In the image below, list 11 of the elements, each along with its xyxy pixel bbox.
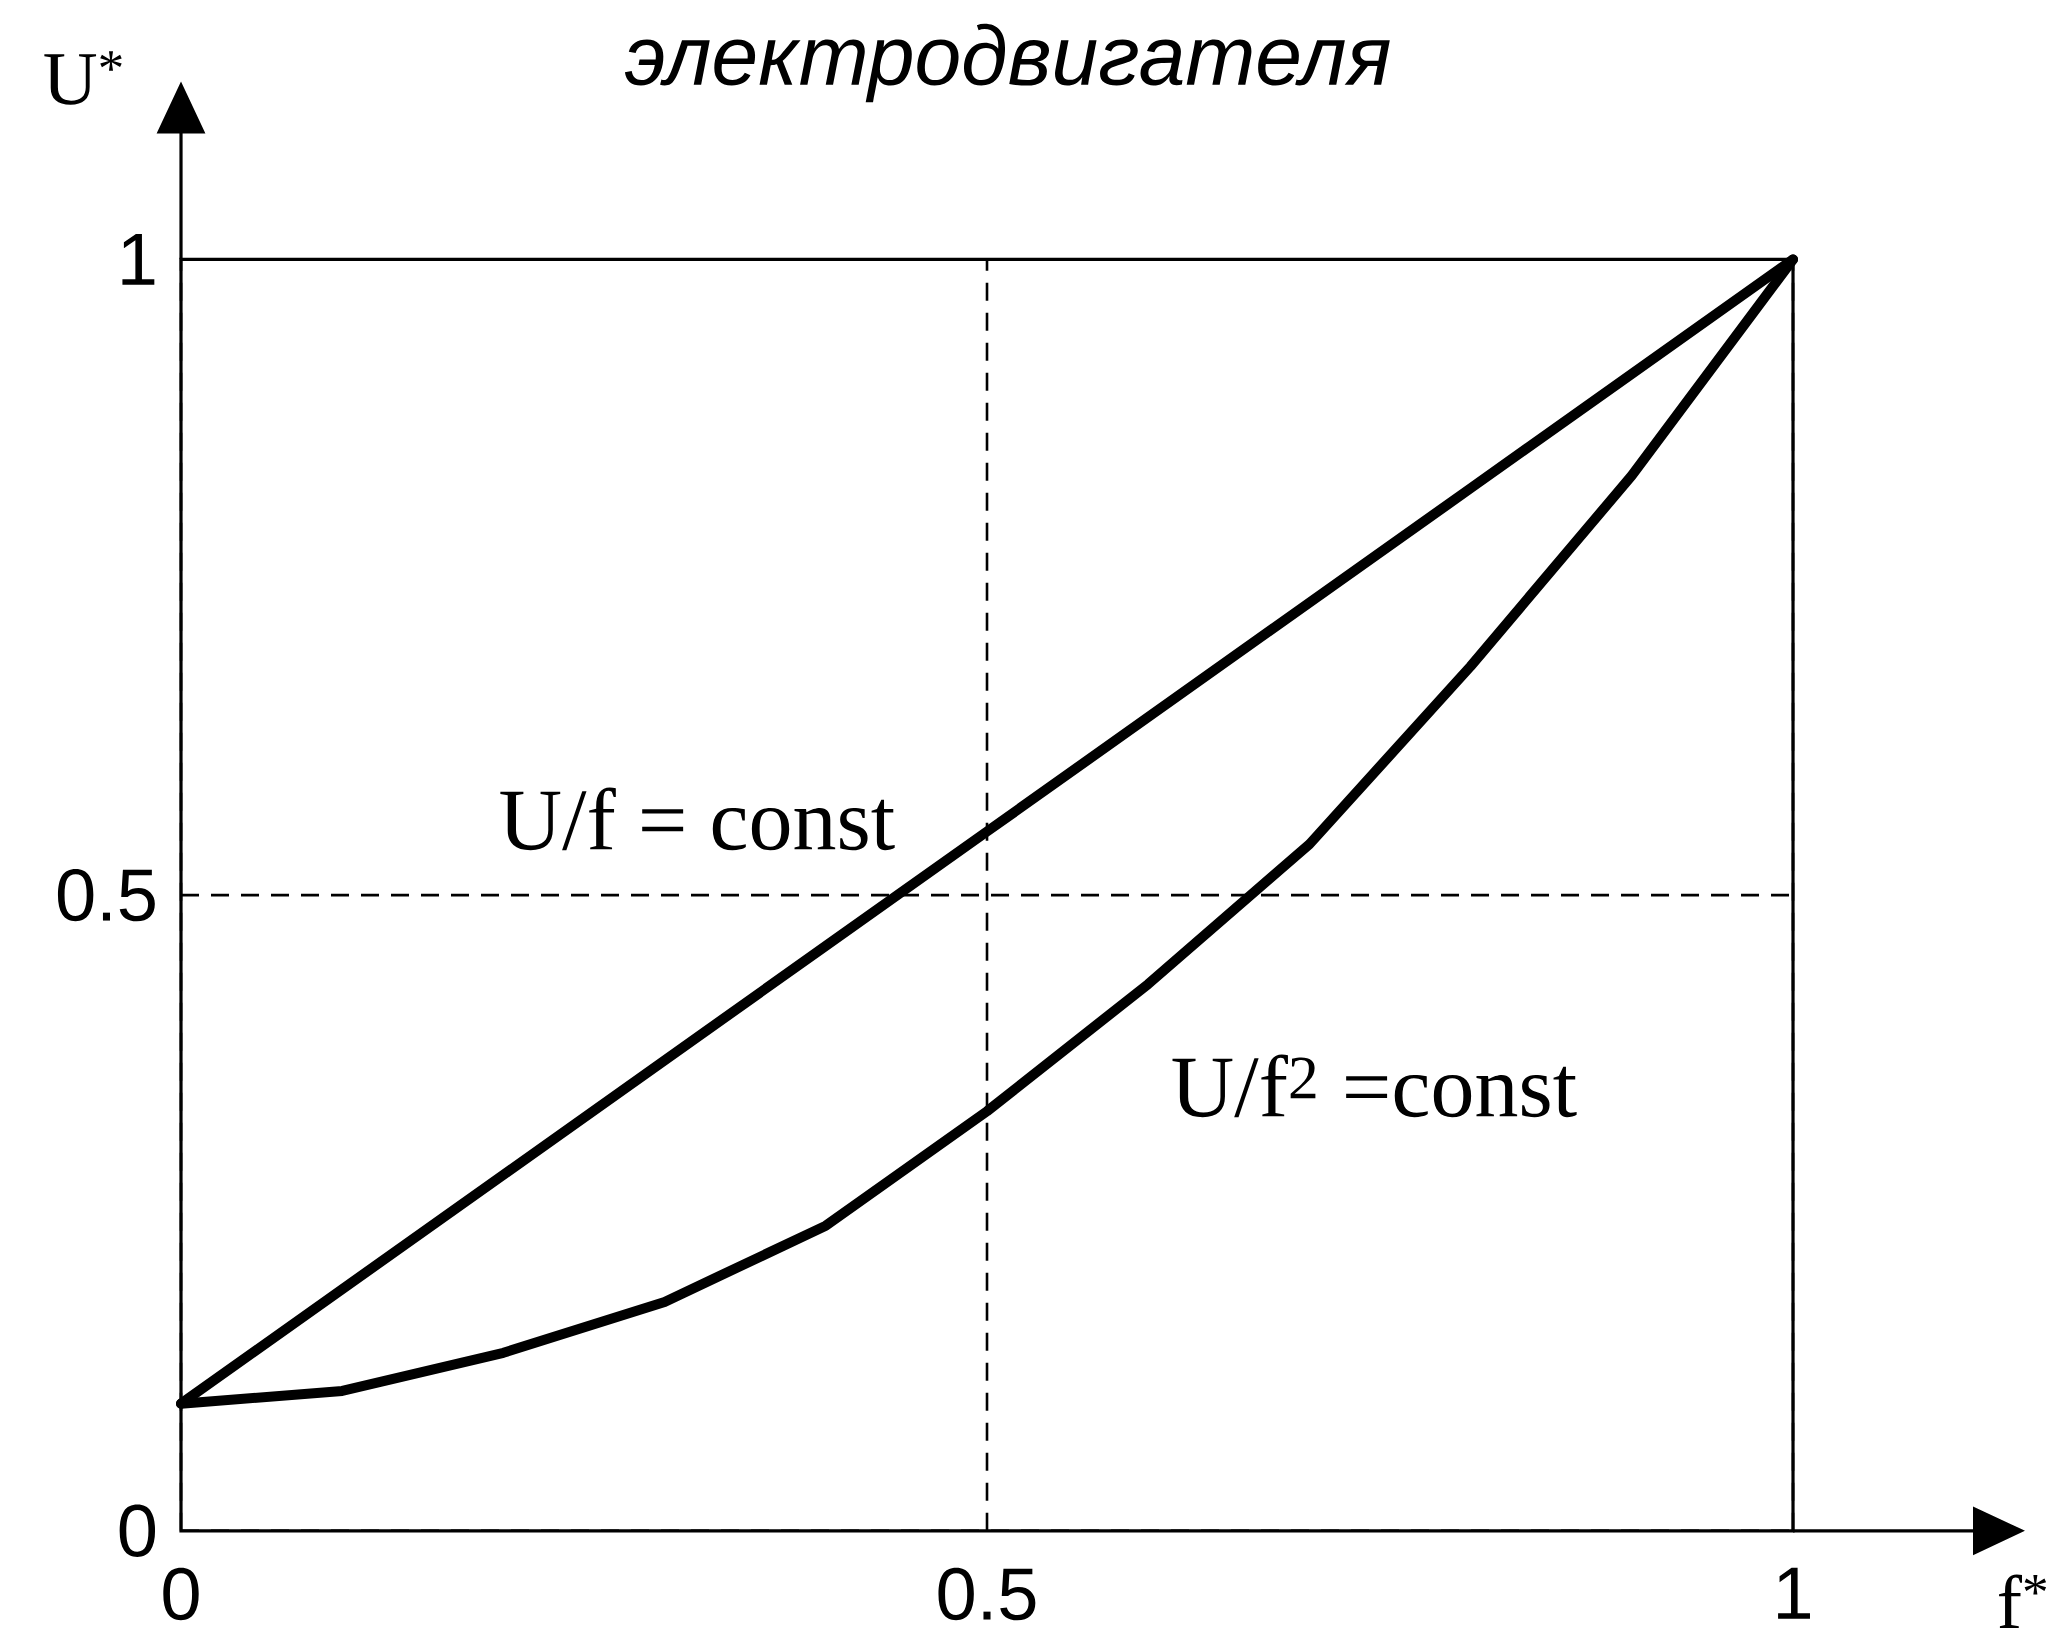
x-axis-title: f$^{*}$ xyxy=(1999,1574,2047,1628)
series-label: U/f = const xyxy=(500,787,895,851)
x-tick-label: 1 xyxy=(1778,1567,1810,1619)
x-tick-label: 0 xyxy=(163,1567,199,1621)
series-label: U/f$^{2}$ =const xyxy=(1172,1054,1577,1118)
y-tick-label: 0.5 xyxy=(57,868,155,922)
y-axis-title: U$^{*}$ xyxy=(44,51,122,105)
y-tick-label: 1 xyxy=(122,233,155,285)
y-tick-label: 0 xyxy=(119,1504,156,1557)
chart-title: электродвигателя xyxy=(624,23,1390,103)
x-tick-label: 0.5 xyxy=(938,1567,1036,1621)
